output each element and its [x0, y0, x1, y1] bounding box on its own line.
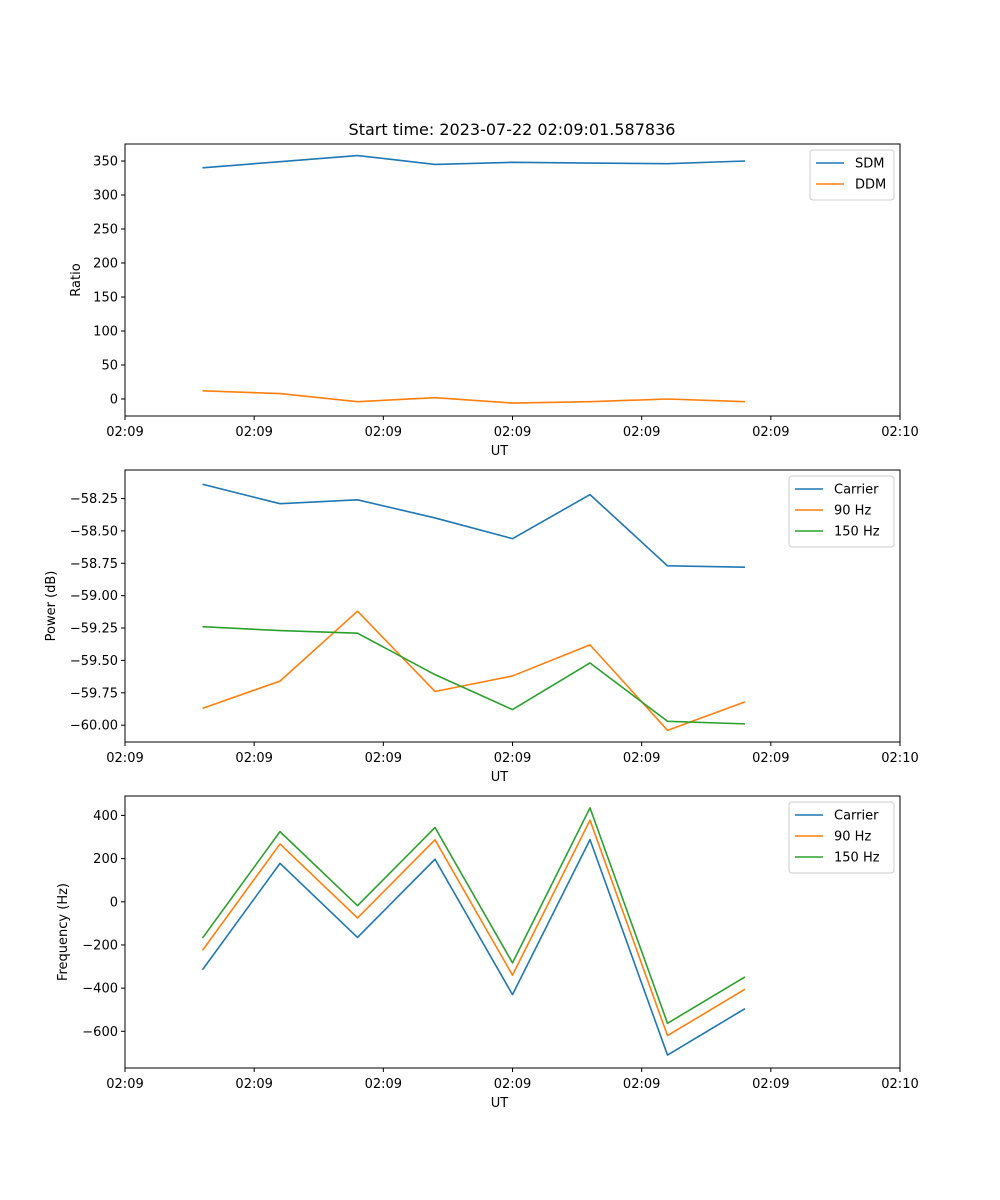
chart-panel-1: 02:09 02:09 02:09 02:09 02:09 02:09 02:10 0 50 10…: [69, 143, 919, 459]
x-tick-label: 02:09: [494, 751, 531, 766]
x-tick-label: 02:09: [623, 425, 660, 440]
y-tick-label: 350: [93, 155, 118, 170]
y-tick-label: −58.75: [70, 557, 118, 572]
y-tick-label: −59.75: [70, 686, 118, 701]
x-tick-label: 02:09: [235, 425, 272, 440]
y-tick-label: −400: [82, 982, 118, 997]
y-tick-label: −59.00: [70, 589, 118, 604]
x-tick-label: 02:09: [365, 1077, 402, 1092]
y-tick-label: 0: [110, 895, 118, 910]
x-tick-label: 02:10: [881, 1077, 918, 1092]
x-tick-label: 02:09: [235, 1077, 272, 1092]
y-axis-label: Ratio: [69, 263, 84, 296]
legend-box: [788, 801, 895, 874]
y-tick-label: 100: [93, 325, 118, 340]
y-tick-label: 200: [93, 852, 118, 867]
x-tick-label: 02:09: [752, 425, 789, 440]
series-line-ddm: [202, 390, 746, 404]
y-tick-label: −60.00: [70, 719, 118, 734]
legend-label: Carrier: [834, 809, 879, 824]
x-tick-label: 02:10: [881, 751, 918, 766]
y-axis-label: Frequency (Hz): [56, 883, 71, 981]
y-tick-label: 300: [93, 189, 118, 204]
y-tick-label: −59.25: [70, 622, 118, 637]
legend: SDM DDM: [809, 149, 895, 201]
legend-box: [788, 475, 895, 548]
x-tick-label: 02:09: [623, 1077, 660, 1092]
legend: Carrier 90 Hz 150 Hz: [788, 801, 895, 874]
x-axis-label: UT: [491, 444, 509, 459]
chart-panel-2: 02:09 02:09 02:09 02:09 02:09 02:09 02:10 −60.0…: [44, 469, 919, 785]
series-line-carrier: [202, 483, 746, 568]
legend-label: SDM: [855, 157, 884, 172]
y-tick-label: 50: [101, 359, 118, 374]
figure-title: Start time: 2023-07-22 02:09:01.587836: [349, 120, 676, 139]
y-tick-label: −200: [82, 938, 118, 953]
x-tick-label: 02:09: [365, 751, 402, 766]
legend-label: DDM: [855, 178, 886, 193]
y-tick-label: 150: [93, 291, 118, 306]
x-axis-label: UT: [491, 770, 509, 785]
series-line-carrier: [201, 838, 746, 1056]
x-tick-label: 02:09: [235, 751, 272, 766]
y-tick-label: −58.50: [70, 524, 118, 539]
legend-label: 90 Hz: [834, 504, 871, 519]
legend-label: 90 Hz: [834, 830, 871, 845]
y-tick-label: 200: [93, 257, 118, 272]
y-tick-label: 250: [93, 223, 118, 238]
y-tick-label: 400: [93, 809, 118, 824]
series-line-sdm: [202, 154, 746, 169]
legend-label: 150 Hz: [834, 525, 880, 540]
x-tick-label: 02:09: [752, 1077, 789, 1092]
x-tick-label: 02:10: [881, 425, 918, 440]
chart-panel-3: 02:09 02:09 02:09 02:09 02:09 02:09 02:10 −600 −…: [56, 795, 919, 1111]
x-tick-label: 02:09: [106, 751, 143, 766]
legend: Carrier 90 Hz 150 Hz: [788, 475, 895, 548]
series-line-150-hz: [201, 807, 746, 1025]
x-tick-label: 02:09: [106, 1077, 143, 1092]
x-axis-label: UT: [491, 1096, 509, 1111]
series-line-90-hz: [201, 819, 746, 1037]
series-line-150-hz: [202, 625, 746, 725]
y-tick-label: −58.25: [70, 492, 118, 507]
series-line-90-hz: [202, 610, 746, 732]
x-tick-label: 02:09: [752, 751, 789, 766]
legend-label: Carrier: [834, 483, 879, 498]
y-tick-label: −59.50: [70, 654, 118, 669]
legend-label: 150 Hz: [834, 851, 880, 866]
x-tick-label: 02:09: [494, 1077, 531, 1092]
x-tick-label: 02:09: [365, 425, 402, 440]
y-axis-label: Power (dB): [44, 571, 59, 642]
x-tick-label: 02:09: [494, 425, 531, 440]
y-tick-label: −600: [82, 1025, 118, 1040]
x-tick-label: 02:09: [106, 425, 143, 440]
panels: 02:09 02:09 02:09 02:09 02:09 02:09 02:10 0 50 10…: [44, 143, 919, 1111]
y-tick-label: 0: [110, 393, 118, 408]
x-tick-label: 02:09: [623, 751, 660, 766]
